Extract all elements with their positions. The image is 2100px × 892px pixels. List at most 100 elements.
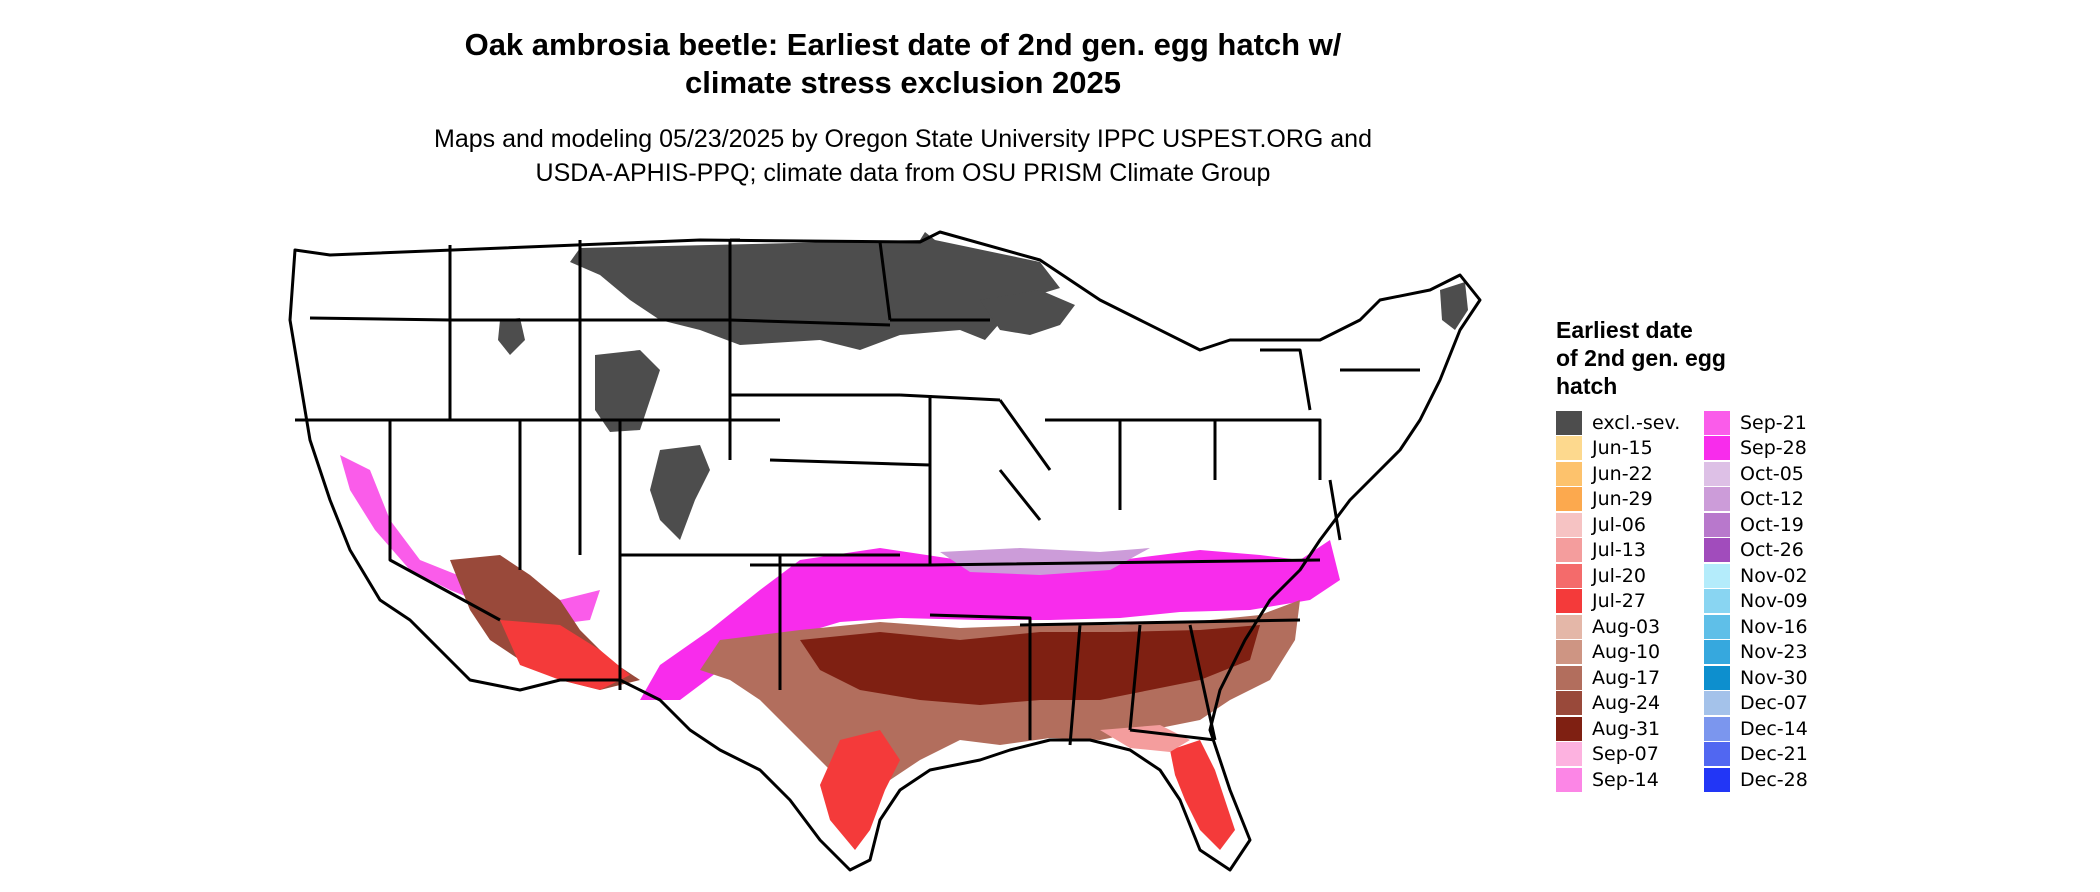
zone-florida-salmon: [1100, 725, 1190, 752]
state-boundaries: [288, 230, 1482, 872]
legend-label: Nov-02: [1740, 564, 1808, 587]
state-line-east: [1215, 348, 1420, 541]
map-fill-layer: [290, 232, 1480, 870]
legend-label: Dec-28: [1740, 768, 1808, 791]
state-line-wa-or-id: [295, 245, 580, 422]
legend-swatch: [1704, 691, 1730, 716]
legend-swatch: [1556, 410, 1582, 435]
legend-swatch: [1704, 716, 1730, 741]
excluded-wyoming-patch: [595, 350, 660, 432]
legend-item: Oct-26: [1704, 538, 1808, 564]
zone-arizona-red: [500, 620, 630, 690]
legend-label: Oct-05: [1740, 462, 1804, 485]
state-line-mountain: [450, 240, 900, 557]
map-subtitle-line2: USDA-APHIS-PPQ; climate data from OSU PR…: [535, 159, 1271, 187]
legend-column-1: excl.-sev. Jun-15 Jun-22 Jun-29 Jul-06 Jul-13…: [1556, 410, 1680, 793]
map-title-line2: climate stress exclusion 2025: [685, 65, 1121, 100]
legend-swatch: [1556, 461, 1582, 486]
legend-swatch: [1704, 512, 1730, 537]
legend-swatch: [1556, 691, 1582, 716]
state-line-west-columns: [388, 240, 622, 690]
legend-item: Jul-06: [1556, 512, 1680, 538]
legend-item: Aug-10: [1556, 640, 1680, 666]
legend-swatch: [1556, 742, 1582, 767]
legend-column-2: Sep-21 Sep-28 Oct-05 Oct-12 Oct-19 Oct-26 Nov-…: [1704, 410, 1808, 793]
legend-label: Nov-30: [1740, 666, 1808, 689]
legend-swatch: [1556, 614, 1582, 639]
us-map: [288, 230, 1482, 872]
legend-swatch: [1556, 487, 1582, 512]
legend-label: Sep-21: [1740, 411, 1807, 434]
legend-item: Dec-28: [1704, 767, 1808, 793]
legend-label: Jul-20: [1592, 564, 1646, 587]
legend-item: Jul-27: [1556, 589, 1680, 615]
legend-label: Dec-14: [1740, 717, 1808, 740]
legend-label: Jul-13: [1592, 539, 1646, 562]
legend-swatch: [1556, 767, 1582, 792]
excluded-wisconsin-patch: [980, 290, 1075, 335]
legend-label: Dec-21: [1740, 743, 1808, 766]
legend-swatch: [1704, 461, 1730, 486]
legend-item: Dec-14: [1704, 716, 1808, 742]
legend-item: excl.-sev.: [1556, 410, 1680, 436]
legend-swatch: [1556, 563, 1582, 588]
legend-label: Oct-12: [1740, 488, 1804, 511]
legend-swatch: [1704, 563, 1730, 588]
legend-label: Oct-26: [1740, 539, 1804, 562]
legend-label: Nov-16: [1740, 615, 1808, 638]
legend-item: Aug-17: [1556, 665, 1680, 691]
legend-label: Jul-06: [1592, 513, 1646, 536]
legend-item: Aug-03: [1556, 614, 1680, 640]
legend-item: Sep-21: [1704, 410, 1808, 436]
zone-pink-band: [640, 540, 1340, 700]
legend-label: Nov-09: [1740, 590, 1808, 613]
legend-swatch: [1704, 589, 1730, 614]
zone-texas-red-coast: [820, 730, 900, 850]
legend-label: Sep-28: [1740, 437, 1807, 460]
legend-swatch: [1556, 589, 1582, 614]
legend-item: Nov-16: [1704, 614, 1808, 640]
legend-swatch: [1556, 640, 1582, 665]
legend-item: Jul-20: [1556, 563, 1680, 589]
legend-label: Dec-07: [1740, 692, 1808, 715]
legend-item: Dec-21: [1704, 742, 1808, 768]
legend-item: Sep-14: [1556, 767, 1680, 793]
legend-item: Jun-22: [1556, 461, 1680, 487]
legend-title-line: of 2nd gen. egg: [1556, 345, 1726, 371]
legend-item: Aug-31: [1556, 716, 1680, 742]
map-subtitle-line1: Maps and modeling 05/23/2025 by Oregon S…: [434, 125, 1372, 153]
legend-label: Jun-29: [1592, 488, 1653, 511]
state-line-midwest: [878, 241, 1217, 521]
legend-label: excl.-sev.: [1592, 411, 1681, 434]
legend-swatch: [1556, 512, 1582, 537]
conus-outline: [288, 230, 1482, 872]
legend-swatch: [1704, 436, 1730, 461]
legend-swatch: [1704, 487, 1730, 512]
legend-title-line: hatch: [1556, 373, 1618, 399]
legend-label: Aug-10: [1592, 641, 1661, 664]
zone-florida-red: [1170, 740, 1235, 850]
excluded-maine-patch: [1440, 282, 1468, 330]
legend-item: Nov-09: [1704, 589, 1808, 615]
legend-swatch: [1704, 665, 1730, 690]
legend-item: Nov-30: [1704, 665, 1808, 691]
legend-label: Jun-15: [1592, 437, 1653, 460]
state-line-plains: [729, 238, 932, 690]
legend-item: Oct-12: [1704, 487, 1808, 513]
zone-lavender-band: [940, 548, 1150, 575]
legend-item: Dec-07: [1704, 691, 1808, 717]
legend-swatch: [1556, 665, 1582, 690]
legend-title: Earliest date of 2nd gen. egg hatch: [1556, 316, 1816, 400]
legend-label: Jul-27: [1592, 590, 1646, 613]
legend-item: Aug-24: [1556, 691, 1680, 717]
map-title: Oak ambrosia beetle: Earliest date of 2n…: [0, 26, 1806, 102]
legend-label: Oct-19: [1740, 513, 1804, 536]
legend-label: Aug-17: [1592, 666, 1661, 689]
legend-title-line: Earliest date: [1556, 317, 1693, 343]
legend-item: Sep-07: [1556, 742, 1680, 768]
legend-swatch: [1704, 742, 1730, 767]
excluded-colorado-patch: [650, 445, 710, 540]
legend-label: Sep-14: [1592, 768, 1659, 791]
legend-item: Jul-13: [1556, 538, 1680, 564]
legend-item: Oct-19: [1704, 512, 1808, 538]
